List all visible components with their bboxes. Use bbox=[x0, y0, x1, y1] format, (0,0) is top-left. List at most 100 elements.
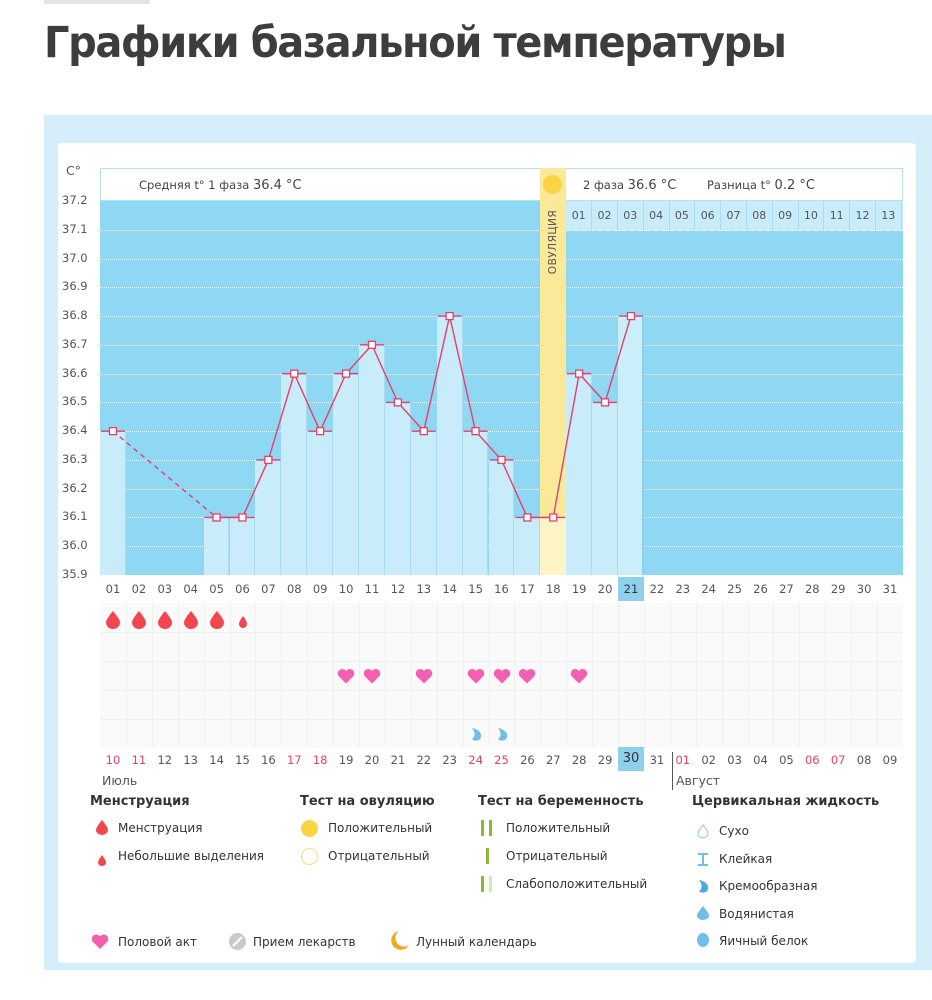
calendar-date[interactable]: 27 bbox=[545, 753, 561, 767]
temperature-point[interactable] bbox=[367, 340, 377, 350]
cycle-day-label[interactable]: 07 bbox=[261, 582, 276, 596]
cycle-day-label[interactable]: 06 bbox=[235, 582, 250, 596]
y-tick-label: 36.3 bbox=[62, 451, 88, 466]
temperature-point[interactable] bbox=[264, 455, 273, 465]
intercourse-heart-icon bbox=[363, 668, 381, 688]
legend-pregnancy-negative: Отрицательный bbox=[506, 849, 608, 863]
calendar-date[interactable]: 28 bbox=[571, 753, 587, 767]
temperature-point[interactable] bbox=[341, 369, 351, 378]
calendar-date[interactable]: 13 bbox=[183, 753, 198, 767]
calendar-date[interactable]: 17 bbox=[286, 753, 302, 767]
cycle-day-label[interactable]: 31 bbox=[882, 582, 898, 596]
cycle-day-label[interactable]: 15 bbox=[468, 582, 483, 596]
cycle-day-label[interactable]: 09 bbox=[312, 582, 328, 596]
calendar-date[interactable]: 26 bbox=[520, 753, 535, 767]
cycle-day-label[interactable]: 03 bbox=[157, 582, 173, 596]
calendar-date[interactable]: 19 bbox=[338, 753, 354, 767]
calendar-date[interactable]: 31 bbox=[649, 753, 665, 767]
line-segment bbox=[500, 459, 528, 518]
cycle-day-label[interactable]: 27 bbox=[779, 582, 794, 596]
intercourse-heart-icon bbox=[570, 668, 588, 688]
calendar-date[interactable]: 15 bbox=[235, 753, 250, 767]
temperature-point[interactable] bbox=[212, 513, 221, 522]
calendar-date[interactable]: 11 bbox=[131, 753, 147, 767]
y-axis-unit: C° bbox=[66, 163, 81, 178]
cycle-day-label[interactable]: 26 bbox=[753, 582, 768, 596]
grid-col bbox=[151, 603, 153, 748]
light-spotting-drop-icon bbox=[98, 851, 106, 870]
phase2-day: 10 bbox=[798, 201, 825, 230]
calendar-date[interactable]: 10 bbox=[105, 753, 121, 767]
temperature-point[interactable] bbox=[497, 455, 506, 465]
cycle-day-label[interactable]: 19 bbox=[571, 582, 587, 596]
cycle-day-label[interactable]: 18 bbox=[545, 582, 561, 596]
gridline bbox=[100, 344, 903, 346]
temperature-point[interactable] bbox=[471, 427, 480, 436]
grid-col bbox=[799, 603, 801, 748]
cycle-day-label[interactable]: 20 bbox=[597, 582, 613, 596]
line-segment bbox=[448, 315, 477, 432]
cycle-day-label[interactable]: 30 bbox=[856, 582, 872, 596]
legend-moon-calendar: Лунный календарь bbox=[416, 935, 537, 949]
calendar-date[interactable]: 22 bbox=[416, 753, 432, 767]
temperature-point[interactable] bbox=[549, 513, 558, 522]
calendar-date[interactable]: 08 bbox=[856, 753, 872, 767]
calendar-date[interactable]: 14 bbox=[209, 753, 224, 767]
cycle-day-label[interactable]: 29 bbox=[830, 582, 846, 596]
cycle-day-label[interactable]: 13 bbox=[416, 582, 432, 596]
temperature-point[interactable] bbox=[523, 513, 532, 522]
calendar-date[interactable]: 07 bbox=[830, 753, 846, 767]
calendar-date[interactable]: 20 bbox=[364, 753, 380, 767]
cycle-day-label[interactable]: 16 bbox=[494, 582, 509, 596]
cycle-day-label[interactable]: 05 bbox=[209, 582, 224, 596]
calendar-date[interactable]: 18 bbox=[312, 753, 328, 767]
grid-col bbox=[410, 603, 412, 748]
temperature-point[interactable] bbox=[290, 369, 299, 378]
calendar-date[interactable]: 25 bbox=[494, 753, 509, 767]
cycle-day-label[interactable]: 04 bbox=[183, 582, 198, 596]
cycle-day-label[interactable]: 28 bbox=[804, 582, 820, 596]
temperature-point[interactable] bbox=[574, 369, 584, 378]
temperature-point[interactable] bbox=[626, 311, 636, 321]
calendar-date[interactable]: 05 bbox=[779, 753, 794, 767]
cycle-day-label[interactable]: 14 bbox=[442, 582, 457, 596]
calendar-date[interactable]: 16 bbox=[261, 753, 276, 767]
calendar-date[interactable]: 02 bbox=[701, 753, 716, 767]
temperature-point[interactable] bbox=[108, 427, 118, 436]
cycle-day-label[interactable]: 21 bbox=[618, 577, 644, 601]
cycle-day-label[interactable]: 25 bbox=[727, 582, 742, 596]
calendar-date[interactable]: 09 bbox=[882, 753, 898, 767]
calendar-date[interactable]: 06 bbox=[804, 753, 820, 767]
calendar-date[interactable]: 04 bbox=[753, 753, 768, 767]
grid-col bbox=[721, 603, 723, 748]
cycle-day-label[interactable]: 08 bbox=[286, 582, 302, 596]
temperature-point[interactable] bbox=[393, 398, 403, 407]
phase2-days-strip: 01 02 03 04 05 06 07 08 09 10 11 12 13 bbox=[566, 201, 903, 231]
cycle-day-label[interactable]: 02 bbox=[131, 582, 147, 596]
cycle-day-label[interactable]: 23 bbox=[675, 582, 691, 596]
calendar-date[interactable]: 29 bbox=[597, 753, 613, 767]
calendar-date[interactable]: 21 bbox=[390, 753, 406, 767]
calendar-date[interactable]: 12 bbox=[157, 753, 173, 767]
cycle-day-label[interactable]: 10 bbox=[338, 582, 354, 596]
calendar-date[interactable]: 01 bbox=[675, 753, 691, 767]
cycle-day-label[interactable]: 22 bbox=[649, 582, 665, 596]
temperature-point[interactable] bbox=[600, 398, 610, 407]
temperature-point[interactable] bbox=[419, 427, 428, 436]
temperature-point[interactable] bbox=[445, 311, 454, 321]
temperature-bar bbox=[281, 373, 308, 575]
cycle-day-label[interactable]: 11 bbox=[364, 582, 380, 596]
temperature-point[interactable] bbox=[238, 513, 247, 522]
cycle-day-label[interactable]: 12 bbox=[390, 582, 406, 596]
phase2-value: 36.6 °C bbox=[627, 178, 677, 193]
calendar-date[interactable]: 24 bbox=[468, 753, 483, 767]
cycle-day-label[interactable]: 17 bbox=[520, 582, 535, 596]
calendar-date[interactable]: 23 bbox=[442, 753, 457, 767]
cycle-day-label[interactable]: 01 bbox=[105, 582, 121, 596]
phase2-day: 02 bbox=[592, 201, 618, 230]
cycle-day-label[interactable]: 24 bbox=[701, 582, 716, 596]
temperature-point[interactable] bbox=[315, 427, 325, 436]
calendar-date[interactable]: 03 bbox=[727, 753, 742, 767]
calendar-date[interactable]: 30 bbox=[618, 747, 644, 771]
line-segment bbox=[371, 344, 399, 403]
